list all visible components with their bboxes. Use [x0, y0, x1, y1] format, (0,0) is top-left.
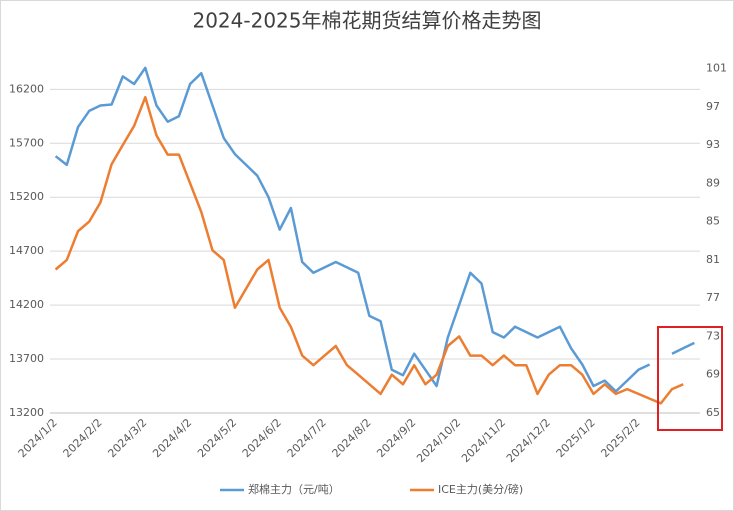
y-tick-label: 15200 [9, 190, 44, 203]
y-tick-label: 14700 [9, 244, 44, 257]
y2-tick-label: 81 [706, 253, 720, 266]
highlight-box [657, 326, 723, 431]
series-line [54, 66, 695, 393]
y-tick-label: 14200 [9, 298, 44, 311]
y2-tick-label: 97 [706, 100, 720, 113]
y2-tick-label: 65 [706, 406, 720, 419]
y2-tick-label: 69 [706, 368, 720, 381]
y-tick-label: 13200 [9, 406, 44, 419]
y-tick-label: 13700 [9, 352, 44, 365]
legend-label: 郑棉主力（元/吨） [248, 482, 340, 496]
y2-tick-label: 89 [706, 176, 720, 189]
series-line [54, 95, 684, 405]
y2-tick-label: 93 [706, 138, 720, 151]
y2-tick-label: 73 [706, 329, 720, 342]
legend-label: ICE主力(美分/磅) [438, 482, 523, 496]
chart-title: 2024-2025年棉花期货结算价格走势图 [192, 9, 541, 33]
y-tick-label: 16200 [9, 82, 44, 95]
y2-tick-label: 85 [706, 215, 720, 228]
y2-tick-label: 101 [706, 61, 727, 74]
y-tick-label: 15700 [9, 136, 44, 149]
y2-tick-label: 77 [706, 291, 720, 304]
